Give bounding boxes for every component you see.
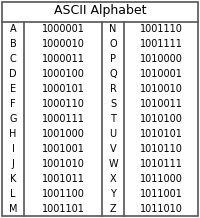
Text: J: J (12, 159, 14, 169)
Text: 1010111: 1010111 (140, 159, 182, 169)
Text: W: W (108, 159, 118, 169)
Text: 1000111: 1000111 (42, 114, 84, 124)
Text: C: C (10, 54, 16, 64)
Text: S: S (110, 99, 116, 109)
Text: 1011000: 1011000 (140, 174, 182, 184)
Text: 1010000: 1010000 (140, 54, 182, 64)
Text: 1000110: 1000110 (42, 99, 84, 109)
Text: L: L (10, 189, 16, 199)
Text: 1001100: 1001100 (42, 189, 84, 199)
Text: 1010001: 1010001 (140, 69, 182, 79)
Text: 1001111: 1001111 (140, 39, 182, 49)
Text: 1000100: 1000100 (42, 69, 84, 79)
Text: 1000101: 1000101 (42, 84, 84, 94)
Text: H: H (9, 129, 17, 139)
Text: ASCII Alphabet: ASCII Alphabet (54, 5, 146, 17)
Text: 1001010: 1001010 (42, 159, 84, 169)
Text: 1010100: 1010100 (140, 114, 182, 124)
Text: F: F (10, 99, 16, 109)
Text: Y: Y (110, 189, 116, 199)
Text: B: B (10, 39, 16, 49)
Text: 1010101: 1010101 (140, 129, 182, 139)
Text: 1001011: 1001011 (42, 174, 84, 184)
Text: Z: Z (110, 204, 116, 214)
Text: V: V (110, 144, 116, 154)
Text: 1001000: 1001000 (42, 129, 84, 139)
Text: E: E (10, 84, 16, 94)
Text: 1010011: 1010011 (140, 99, 182, 109)
Text: 1001110: 1001110 (140, 24, 182, 34)
Text: 1001101: 1001101 (42, 204, 84, 214)
Text: N: N (109, 24, 117, 34)
Text: 1010110: 1010110 (140, 144, 182, 154)
Text: M: M (9, 204, 17, 214)
Text: A: A (10, 24, 16, 34)
Text: K: K (10, 174, 16, 184)
Text: D: D (9, 69, 17, 79)
Text: 1000010: 1000010 (42, 39, 84, 49)
Text: U: U (109, 129, 117, 139)
Text: P: P (110, 54, 116, 64)
Text: I: I (12, 144, 14, 154)
Text: R: R (110, 84, 116, 94)
Text: 1011010: 1011010 (140, 204, 182, 214)
Text: Q: Q (109, 69, 117, 79)
Text: 1010010: 1010010 (140, 84, 182, 94)
Text: O: O (109, 39, 117, 49)
Text: 1000011: 1000011 (42, 54, 84, 64)
Text: 1001001: 1001001 (42, 144, 84, 154)
Text: G: G (9, 114, 17, 124)
Text: T: T (110, 114, 116, 124)
Text: 1000001: 1000001 (42, 24, 84, 34)
Text: X: X (110, 174, 116, 184)
Text: 1011001: 1011001 (140, 189, 182, 199)
